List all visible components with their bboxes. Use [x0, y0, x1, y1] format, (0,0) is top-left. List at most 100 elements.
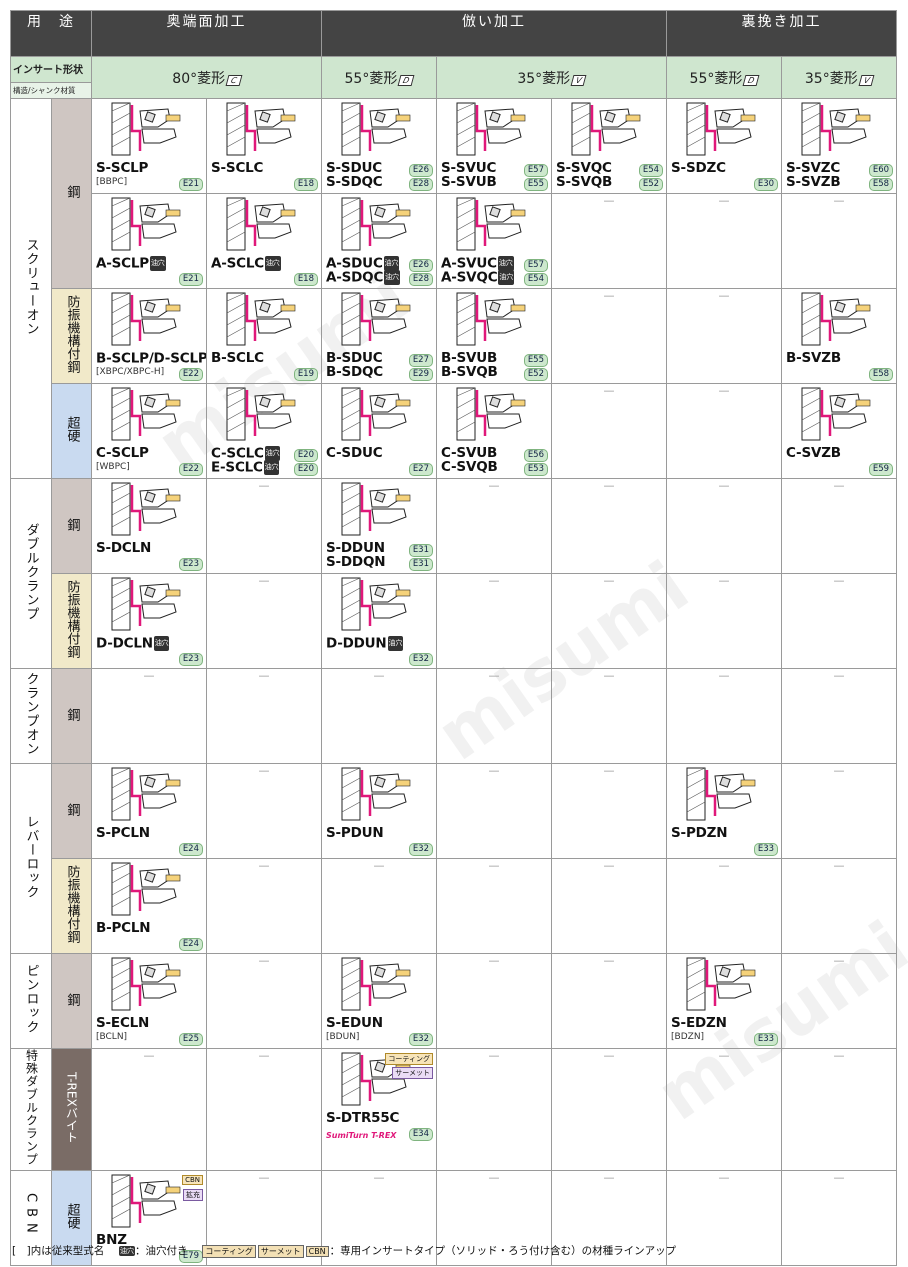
page-ref-badge[interactable]: E54	[638, 164, 664, 177]
page-ref-badge[interactable]: E27	[408, 354, 433, 367]
page-ref-badge[interactable]: E18	[293, 273, 318, 286]
cell-r4c1[interactable]: C-SCLP [WBPC] E22	[91, 383, 207, 479]
cell-r8c6[interactable]: S-PDZN E33	[666, 763, 783, 859]
cell-r6c3[interactable]: D-DDUN 油穴 E32	[321, 573, 437, 669]
page-ref-badge-2[interactable]: E20	[293, 463, 318, 476]
cell-r8c1[interactable]: S-PCLN E24	[91, 763, 207, 859]
cell-r4c7[interactable]: C-SVZB E59	[781, 383, 898, 479]
cell-r10c3[interactable]: S-EDUN [BDUN] E32	[321, 953, 437, 1049]
shape-80-c: 80°菱形 C	[91, 56, 322, 99]
cell-r4c2[interactable]: C-SCLC 油穴 E-SCLC 油穴 E20 E20	[206, 383, 322, 479]
shape-55-d: 55°菱形 D	[321, 56, 437, 99]
cell-r1c4[interactable]: S-SVUC S-SVUB E57 E55	[436, 98, 552, 194]
not-available-dash: —	[488, 764, 500, 778]
page-ref-badge[interactable]: E32	[408, 653, 433, 666]
page-ref-badge[interactable]: E56	[523, 449, 548, 462]
cell-r10c6[interactable]: S-EDZN [BDZN] E33	[666, 953, 783, 1049]
material-damped-steel: 防振機構付鋼	[51, 573, 92, 669]
cell-r5c1[interactable]: S-DCLN E23	[91, 478, 207, 574]
page-ref-badge[interactable]: E32	[408, 1033, 433, 1046]
cell-r1c7[interactable]: S-SVZC S-SVZB E60 E58	[781, 98, 898, 194]
page-ref-badge[interactable]: E31	[408, 544, 433, 557]
page-ref-badge[interactable]: E26	[408, 259, 433, 272]
page-ref-badge[interactable]: E33	[753, 843, 779, 856]
cell-r9c1[interactable]: B-PCLN E24	[91, 858, 207, 954]
page-ref-badge-2[interactable]: E58	[868, 178, 894, 191]
model-name-2: E-SCLC 油穴	[211, 459, 280, 476]
page-ref-badge[interactable]: E32	[408, 843, 433, 856]
page-ref-badge[interactable]: E19	[293, 368, 318, 381]
page-ref-badge-2[interactable]: E53	[523, 463, 548, 476]
cell-r3c3[interactable]: B-SDUC B-SDQC E27 E29	[321, 288, 437, 384]
page-ref-badge[interactable]: E23	[178, 558, 203, 571]
page-ref-badge-2[interactable]: E29	[408, 368, 433, 381]
page-ref-badge-2[interactable]: E52	[523, 368, 548, 381]
page-ref-badge[interactable]: E26	[408, 164, 433, 177]
cell-r4c3[interactable]: C-SDUC E27	[321, 383, 437, 479]
cell-r2c3[interactable]: A-SDUC 油穴 A-SDQC 油穴 E26 E28	[321, 193, 437, 289]
cell-r2c4[interactable]: A-SVUC 油穴 A-SVQC 油穴 E57 E54	[436, 193, 552, 289]
cell-r4c4[interactable]: C-SVUB C-SVQB E56 E53	[436, 383, 552, 479]
cell-r3c7[interactable]: B-SVZB E58	[781, 288, 898, 384]
page-ref-badge-2[interactable]: E28	[408, 178, 433, 191]
page-ref-badge[interactable]: E22	[178, 368, 203, 381]
page-ref-badge[interactable]: E18	[293, 178, 318, 191]
model-name: C-SCLP	[96, 445, 149, 461]
cell-r1c3[interactable]: S-SDUC S-SDQC E26 E28	[321, 98, 437, 194]
page-ref-badge[interactable]: E59	[868, 463, 894, 476]
cell-r10c5: —	[550, 953, 668, 1049]
not-available-dash: —	[833, 574, 845, 588]
group-special-double-clamp: 特殊ダブルクランプ	[10, 1048, 52, 1171]
cell-r7c4: —	[436, 668, 552, 764]
page-ref-badge[interactable]: E23	[178, 653, 203, 666]
page-ref-badge[interactable]: E58	[868, 368, 894, 381]
cell-r8c3[interactable]: S-PDUN E32	[321, 763, 437, 859]
cell-r1c5[interactable]: S-SVQC S-SVQB E54 E52	[550, 98, 668, 194]
page-ref-badge[interactable]: E30	[753, 178, 779, 191]
page-ref-badge[interactable]: E33	[753, 1033, 779, 1046]
not-available-dash: —	[258, 859, 270, 873]
page-ref-badge[interactable]: E60	[868, 164, 894, 177]
cell-r11c3[interactable]: S-DTR55C SumiTurn T-REX E34 コーティング サーメット	[321, 1048, 437, 1171]
cell-r1c2[interactable]: S-SCLC E18	[206, 98, 322, 194]
page-ref-badge-2[interactable]: E31	[408, 558, 433, 571]
oil-hole-badge: 油穴	[498, 270, 515, 285]
page-ref-badge[interactable]: E25	[178, 1033, 203, 1046]
model-name-2: B-SVQB	[441, 364, 498, 380]
model-name: S-SDZC	[671, 160, 726, 176]
page-ref-badge[interactable]: E21	[178, 178, 203, 191]
page-ref-badge[interactable]: E24	[178, 938, 203, 951]
cell-r10c1[interactable]: S-ECLN [BCLN] E25	[91, 953, 207, 1049]
cell-r11c4: —	[436, 1048, 552, 1171]
page-ref-badge[interactable]: E34	[408, 1128, 433, 1141]
page-ref-badge[interactable]: E57	[523, 164, 548, 177]
page-ref-badge[interactable]: E24	[178, 843, 203, 856]
page-ref-badge[interactable]: E21	[178, 273, 203, 286]
cell-r1c6[interactable]: S-SDZC E30	[666, 98, 783, 194]
page-ref-badge-2[interactable]: E28	[408, 273, 433, 286]
model-name: A-SVUC 油穴	[441, 255, 514, 272]
tool-illustration-icon	[226, 102, 296, 156]
cell-r1c1[interactable]: S-SCLP [BBPC] E21	[91, 98, 207, 194]
page-ref-badge[interactable]: E22	[178, 463, 203, 476]
model-name: S-DTR55C	[326, 1110, 400, 1126]
cell-r6c1[interactable]: D-DCLN 油穴 E23	[91, 573, 207, 669]
page-ref-badge-2[interactable]: E54	[523, 273, 548, 286]
material-tag: コーティング	[385, 1053, 433, 1065]
group-screw-on: スクリューオン	[10, 98, 52, 479]
page-ref-badge[interactable]: E20	[293, 449, 318, 462]
page-ref-badge[interactable]: E27	[408, 463, 433, 476]
page-ref-badge-2[interactable]: E52	[638, 178, 664, 191]
cell-r2c1[interactable]: A-SCLP 油穴 E21	[91, 193, 207, 289]
not-available-dash: —	[258, 1049, 270, 1063]
page-ref-badge[interactable]: E55	[523, 354, 548, 367]
page-ref-badge[interactable]: E57	[523, 259, 548, 272]
cell-r3c2[interactable]: B-SCLC E19	[206, 288, 322, 384]
chip-coating: コーティング	[202, 1245, 256, 1258]
cell-r5c3[interactable]: S-DDUN S-DDQN E31 E31	[321, 478, 437, 574]
page-ref-badge-2[interactable]: E55	[523, 178, 548, 191]
cell-r11c6: —	[666, 1048, 783, 1171]
cell-r2c2[interactable]: A-SCLC 油穴 E18	[206, 193, 322, 289]
cell-r3c4[interactable]: B-SVUB B-SVQB E55 E52	[436, 288, 552, 384]
